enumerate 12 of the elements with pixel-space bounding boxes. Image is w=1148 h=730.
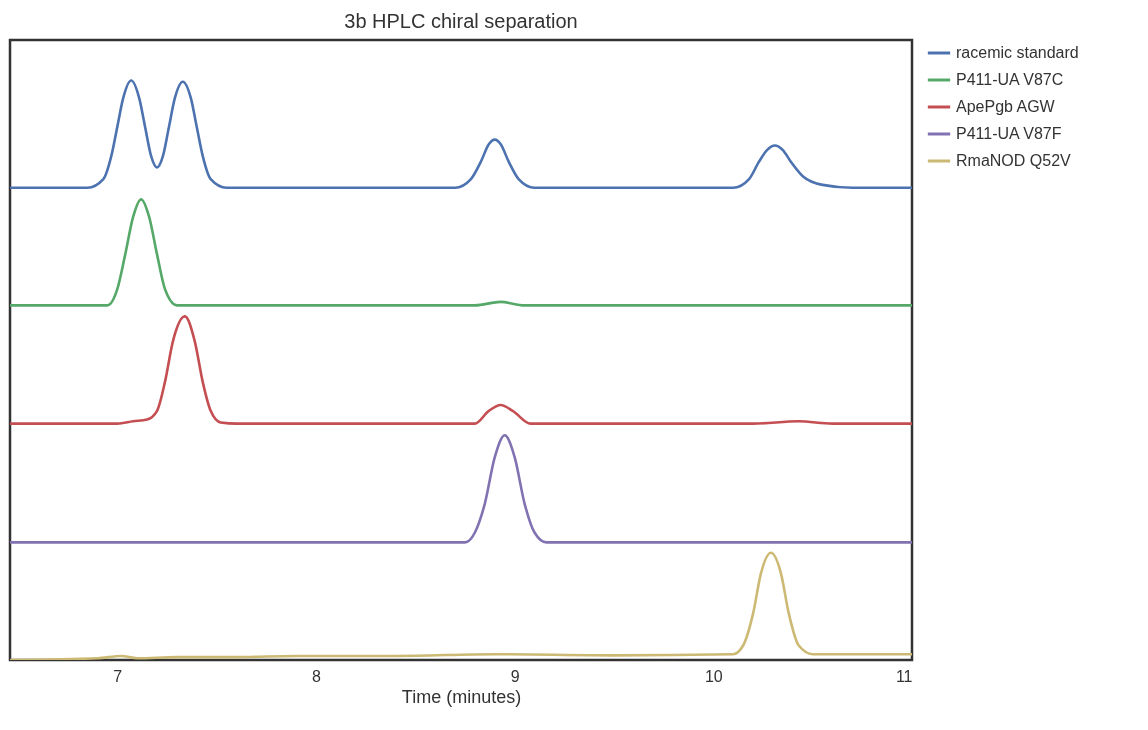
- x-tick-label: 11: [895, 667, 913, 685]
- x-tick-label: 8: [312, 667, 322, 685]
- x-tick-label: 7: [113, 667, 123, 685]
- x-axis-title: Time (minutes): [401, 686, 522, 707]
- x-tick-label: 10: [704, 667, 723, 685]
- x-tick-label: 9: [510, 667, 520, 685]
- legend-label: RmaNOD Q52V: [956, 152, 1072, 169]
- legend-label: P411-UA V87C: [956, 71, 1064, 88]
- legend-label: P411-UA V87F: [956, 125, 1062, 142]
- legend-label: ApePgb AGW: [956, 98, 1056, 115]
- legend-label: racemic standard: [956, 44, 1079, 61]
- chart-title: 3b HPLC chiral separation: [344, 10, 578, 32]
